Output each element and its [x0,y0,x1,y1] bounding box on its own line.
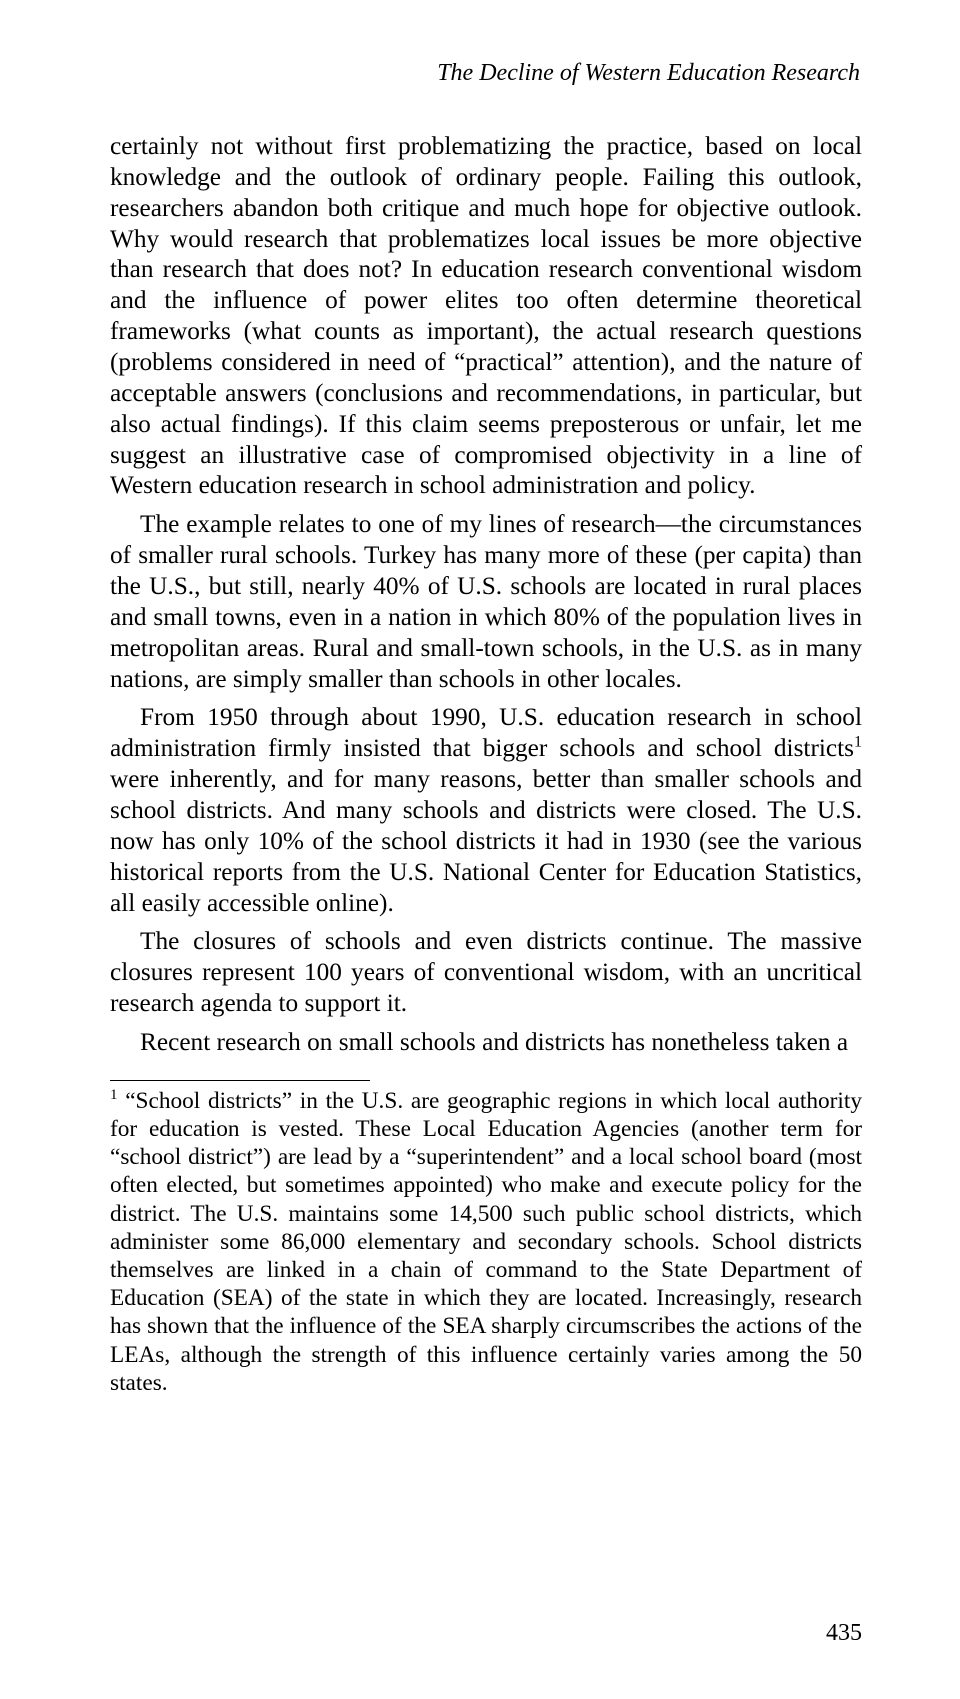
footnote-separator [110,1080,370,1081]
paragraph-2: The example relates to one of my lines o… [110,509,862,694]
running-head: The Decline of Western Education Researc… [110,60,862,87]
page: The Decline of Western Education Researc… [0,0,960,1699]
p3-part-b: were inherently, and for many reasons, b… [110,765,862,916]
paragraph-1: certainly not without first problematizi… [110,131,862,501]
body-text: certainly not without first problematizi… [110,131,862,1058]
p3-part-a: From 1950 through about 1990, U.S. educa… [110,703,862,762]
footnote-text: “School districts” in the U.S. are geogr… [110,1088,862,1396]
paragraph-5: Recent research on small schools and dis… [110,1027,862,1058]
footnote-marker: 1 [110,1087,118,1103]
paragraph-3: From 1950 through about 1990, U.S. educa… [110,702,862,918]
page-number: 435 [826,1620,862,1647]
footnote-ref-1: 1 [854,734,862,751]
paragraph-4: The closures of schools and even distric… [110,926,862,1019]
footnote-1: 1 “School districts” in the U.S. are geo… [110,1087,862,1397]
